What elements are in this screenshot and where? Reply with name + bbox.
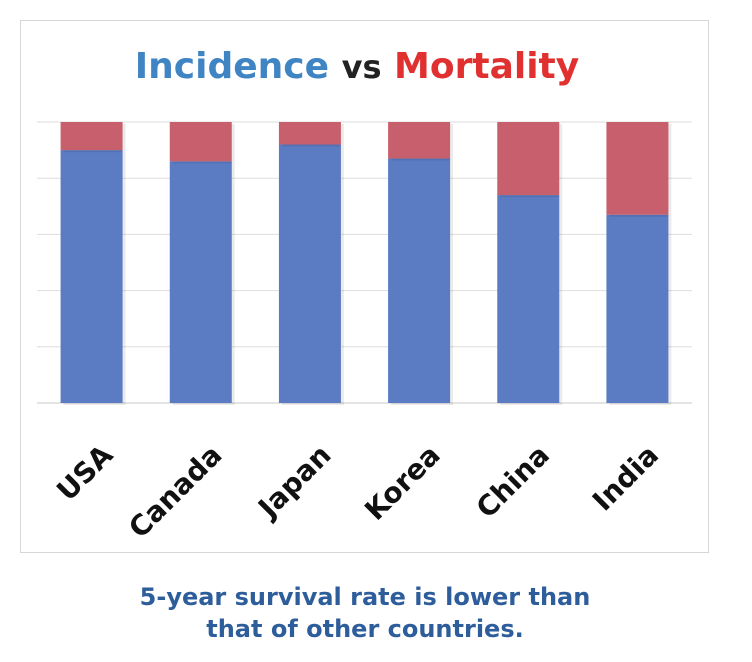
bar-incidence-usa (60, 150, 123, 403)
bars (60, 122, 672, 406)
x-tick-label: Korea (358, 438, 446, 526)
x-tick-label: Japan (250, 438, 337, 525)
grid-lines (37, 121, 692, 404)
bar-incidence-canada (169, 161, 232, 403)
x-tick-label: India (586, 438, 665, 517)
title-vs: vs (341, 48, 382, 86)
x-tick-label: USA (50, 438, 119, 507)
bar-mortality-korea (388, 122, 451, 159)
caption-line-1: 5-year survival rate is lower than (139, 583, 591, 611)
x-tick-label: Canada (122, 438, 228, 544)
title-mortality: Mortality (394, 46, 580, 87)
chart-panel (20, 20, 709, 553)
bar-mortality-china (497, 122, 560, 196)
x-tick-labels: USA Canada Japan Korea China India (50, 438, 665, 544)
bar-incidence-india (606, 214, 669, 403)
bar-mortality-japan (278, 122, 341, 145)
chart-title: Incidence vs Mortality (0, 46, 714, 87)
bar-incidence-korea (388, 158, 451, 403)
title-incidence: Incidence (134, 46, 330, 87)
bar-mortality-canada (169, 122, 232, 162)
bar-mortality-india (606, 122, 669, 215)
caption-line-2: that of other countries. (206, 615, 524, 643)
bar-mortality-usa (60, 122, 123, 151)
x-tick-label: China (470, 438, 556, 524)
bar-incidence-japan (278, 144, 341, 404)
bar-incidence-china (497, 195, 560, 403)
